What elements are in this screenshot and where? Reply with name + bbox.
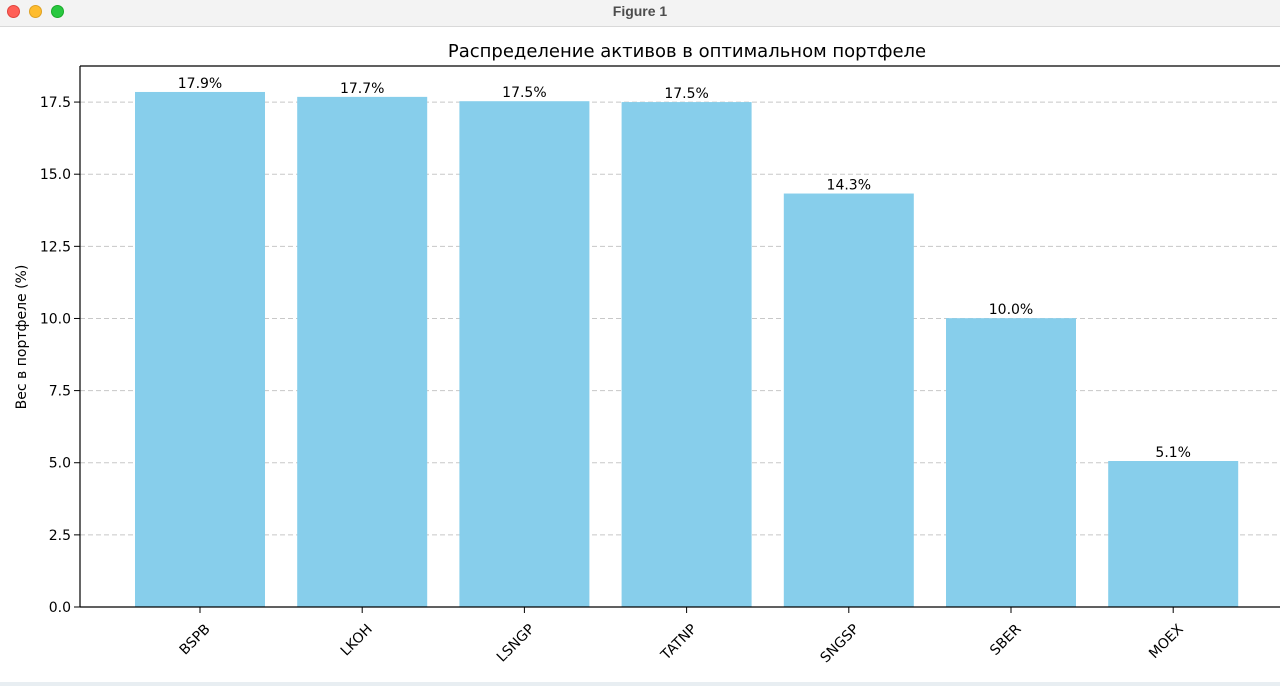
data-label: 14.3% — [827, 178, 871, 194]
bar-sber — [946, 318, 1076, 607]
x-tick-label: LSNGP — [494, 621, 538, 665]
y-tick-label: 10.0 — [40, 311, 71, 327]
maximize-window-button[interactable] — [51, 5, 64, 18]
bar-sngsp — [783, 193, 914, 607]
y-axis-label: Вес в портфеле (%) — [14, 265, 30, 410]
window-title: Figure 1 — [612, 3, 668, 19]
data-labels-group: 17.9% 17.7% 17.5% 17.5% 14.3% 10.0% 5.1% — [178, 76, 1191, 461]
y-tick-label: 12.5 — [40, 239, 71, 255]
close-window-button[interactable] — [7, 5, 20, 18]
y-tick-label: 2.5 — [49, 528, 71, 544]
y-axis: 0.0 2.5 5.0 7.5 10.0 12.5 15.0 17.5 — [40, 66, 81, 616]
y-tick-label: 5.0 — [49, 456, 71, 472]
x-tick-label: SBER — [987, 621, 1025, 659]
y-tick-label: 17.5 — [40, 95, 71, 111]
x-tick-label: SNGSP — [817, 621, 862, 666]
data-label: 17.5% — [502, 85, 546, 101]
data-label: 5.1% — [1155, 445, 1191, 461]
x-tick-label: LKOH — [338, 621, 376, 659]
bar-chart: Распределение активов в оптимальном порт… — [14, 41, 1280, 666]
bar-bspb — [135, 91, 265, 607]
minimize-window-button[interactable] — [29, 5, 42, 18]
y-tick-label: 15.0 — [40, 167, 71, 183]
bar-moex — [1108, 461, 1239, 607]
bar-lkoh — [297, 96, 428, 607]
bottom-strip — [0, 682, 1280, 686]
x-tick-label: TATNP — [657, 621, 700, 664]
x-tick-label: MOEX — [1146, 621, 1187, 662]
window-titlebar: Figure 1 — [0, 0, 1280, 27]
bars-group — [135, 91, 1239, 608]
data-label: 17.5% — [664, 86, 708, 102]
bar-tatnp — [621, 102, 752, 608]
x-tick-label: BSPB — [177, 621, 214, 658]
data-label: 10.0% — [989, 302, 1033, 318]
data-label: 17.7% — [340, 81, 384, 97]
figure-canvas: Распределение активов в оптимальном порт… — [0, 27, 1280, 682]
data-label: 17.9% — [178, 76, 222, 92]
y-tick-label: 0.0 — [49, 600, 71, 616]
bar-lsngp — [459, 101, 590, 608]
chart-title: Распределение активов в оптимальном порт… — [448, 41, 926, 62]
y-tick-label: 7.5 — [49, 384, 71, 400]
